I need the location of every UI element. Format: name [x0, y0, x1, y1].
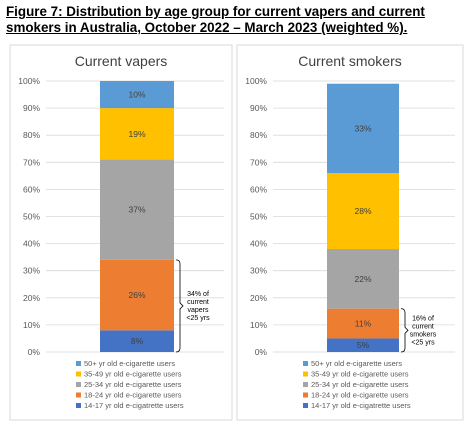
annotation-bracket-smokers	[400, 308, 409, 353]
legend-label-smokers: 35-49 yr old e-cigarette users	[311, 370, 409, 379]
legend-label-smokers: 14-17 yr old e-cigatrette users	[311, 401, 411, 410]
legend-label-vapers: 50+ yr old e-cigarette users	[84, 359, 175, 368]
legend-swatch-vapers	[76, 371, 81, 377]
bar-segment-vapers	[100, 259, 174, 331]
y-tick-label-smokers: 100%	[245, 76, 267, 86]
y-tick-label-smokers: 60%	[250, 184, 267, 194]
legend-swatch-smokers	[303, 382, 308, 387]
y-tick-label-vapers: 90%	[23, 103, 40, 113]
y-tick-label-smokers: 30%	[250, 266, 267, 276]
bar-segment-vapers	[100, 108, 174, 160]
y-tick-label-vapers: 0%	[28, 347, 41, 357]
panel-title-vapers: Current vapers	[75, 53, 168, 69]
annotation-bracket-vapers	[175, 259, 184, 353]
y-tick-label-smokers: 90%	[250, 103, 267, 113]
y-tick-label-vapers: 20%	[23, 293, 40, 303]
y-tick-label-smokers: 20%	[250, 293, 267, 303]
legend-label-vapers: 14-17 yr old e-cigatrette users	[84, 401, 184, 410]
annotation-text-vapers: <25 yrs	[186, 315, 210, 322]
y-tick-label-vapers: 70%	[23, 157, 40, 167]
panel-title-smokers: Current smokers	[298, 53, 401, 69]
y-tick-label-vapers: 60%	[23, 184, 40, 194]
bar-segment-vapers	[100, 81, 174, 109]
legend-label-vapers: 18-24 yr old e-cigarette users	[84, 391, 182, 400]
bar-segment-smokers	[327, 173, 399, 250]
bar-segment-smokers	[327, 338, 399, 352]
legend-swatch-smokers	[303, 371, 308, 377]
legend-label-smokers: 18-24 yr old e-cigarette users	[311, 391, 409, 400]
data-label-smokers: 28%	[354, 206, 371, 216]
y-tick-label-smokers: 80%	[250, 130, 267, 140]
figure-title: Figure 7: Distribution by age group for …	[6, 4, 425, 35]
y-tick-label-vapers: 50%	[23, 212, 40, 222]
y-tick-label-vapers: 100%	[18, 76, 40, 86]
bar-segment-vapers	[100, 330, 174, 352]
legend-swatch-vapers	[76, 361, 81, 366]
legend-swatch-smokers	[303, 361, 308, 366]
annotation-text-smokers: <25 yrs	[411, 339, 435, 346]
data-label-vapers: 8%	[131, 336, 144, 346]
y-tick-label-smokers: 0%	[255, 347, 268, 357]
data-label-vapers: 19%	[128, 129, 145, 139]
data-label-smokers: 22%	[354, 274, 371, 284]
y-tick-label-vapers: 30%	[23, 266, 40, 276]
annotation-text-smokers: 16% of	[412, 315, 434, 322]
annotation-text-smokers: current	[412, 323, 434, 330]
y-tick-label-vapers: 80%	[23, 130, 40, 140]
legend-swatch-vapers	[76, 392, 81, 398]
data-label-smokers: 5%	[357, 340, 370, 350]
bar-segment-vapers	[100, 159, 174, 260]
legend-label-vapers: 35-49 yr old e-cigarette users	[84, 370, 182, 379]
data-label-vapers: 37%	[128, 205, 145, 215]
y-tick-label-vapers: 10%	[23, 320, 40, 330]
data-label-vapers: 10%	[128, 90, 145, 100]
bar-segment-smokers	[327, 249, 399, 309]
legend-swatch-vapers	[76, 382, 81, 387]
annotation-text-vapers: 34% of	[187, 291, 209, 298]
y-tick-label-smokers: 50%	[250, 212, 267, 222]
y-tick-label-smokers: 70%	[250, 157, 267, 167]
annotation-text-smokers: smokers	[410, 331, 437, 338]
bar-segment-smokers	[327, 308, 399, 339]
y-tick-label-smokers: 10%	[250, 320, 267, 330]
legend-label-smokers: 25-34 yr old e-cigarette users	[311, 380, 409, 389]
bar-segment-smokers	[327, 83, 399, 174]
y-tick-label-smokers: 40%	[250, 239, 267, 249]
legend-swatch-smokers	[303, 403, 308, 408]
legend-label-vapers: 25-34 yr old e-cigarette users	[84, 380, 182, 389]
data-label-smokers: 33%	[354, 123, 371, 133]
legend-swatch-smokers	[303, 392, 308, 398]
data-label-vapers: 26%	[128, 290, 145, 300]
annotation-text-vapers: current	[187, 299, 209, 306]
data-label-smokers: 11%	[355, 319, 372, 329]
annotation-text-vapers: vapers	[187, 307, 209, 314]
legend-swatch-vapers	[76, 403, 81, 408]
legend-label-smokers: 50+ yr old e-cigarette users	[311, 359, 402, 368]
y-tick-label-vapers: 40%	[23, 239, 40, 249]
